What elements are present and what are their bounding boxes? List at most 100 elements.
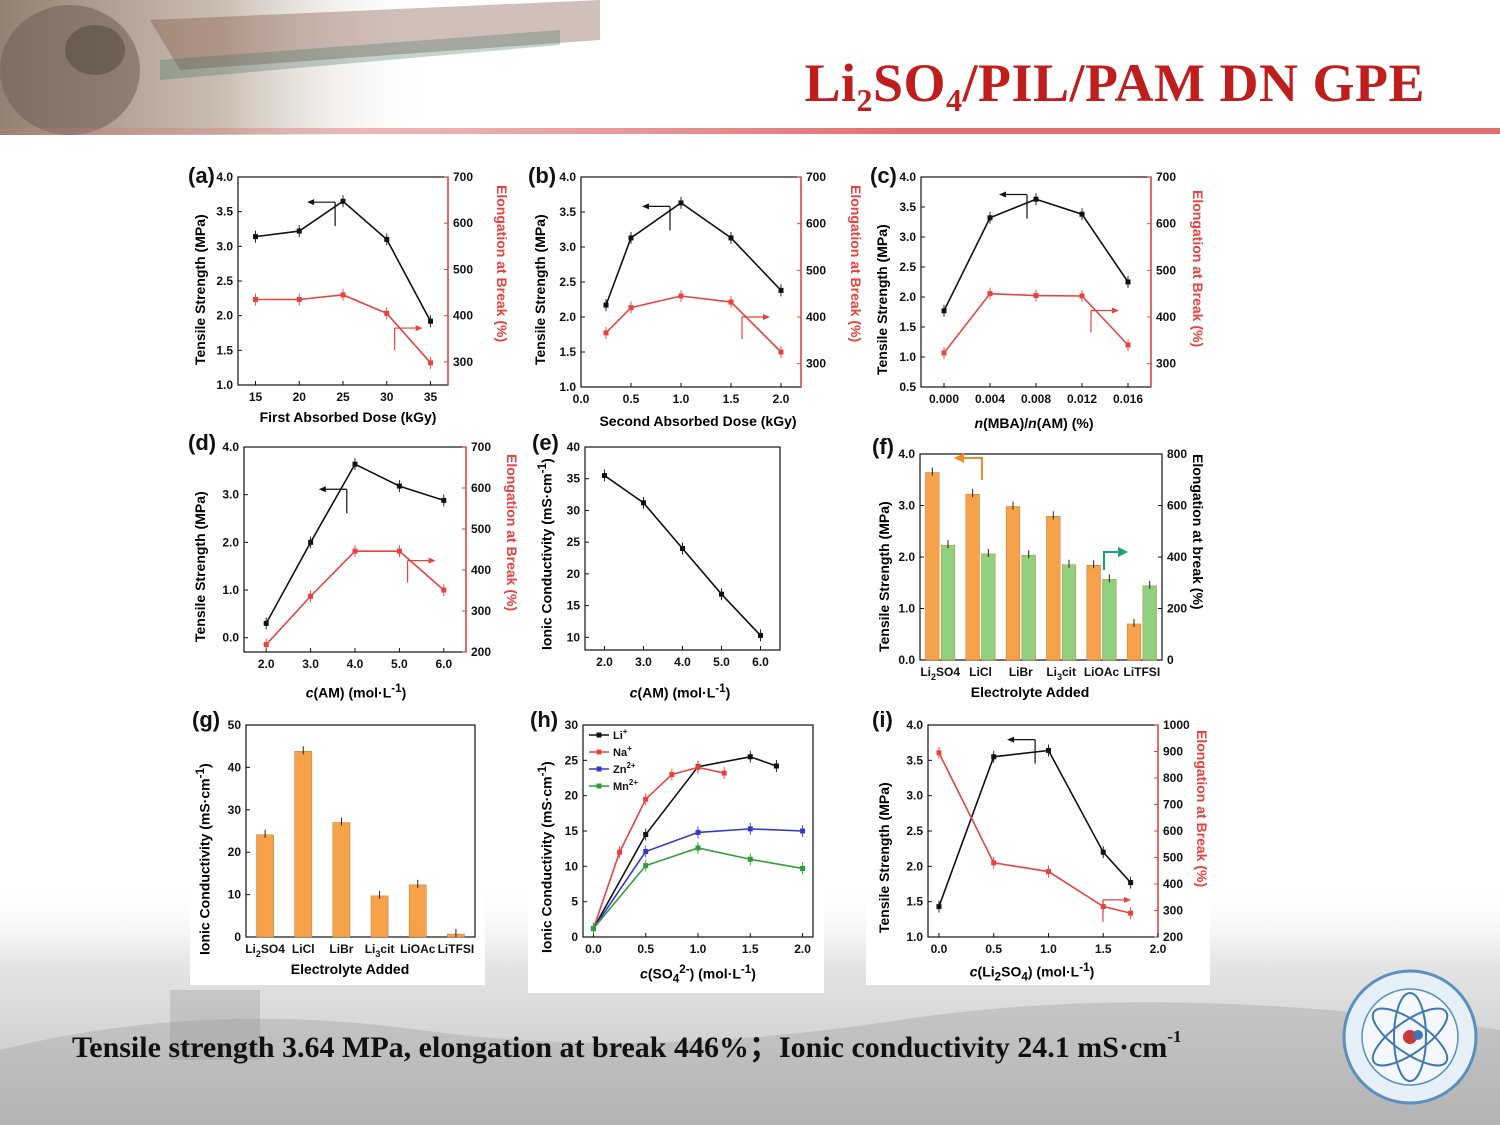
y-tick-label-b-5: 3.5 bbox=[559, 205, 576, 219]
y-tick-label-c-4: 2.5 bbox=[899, 260, 916, 274]
legend-label-h-0: Li+ bbox=[613, 727, 628, 742]
x-tick-label-f-0: Li2SO4 bbox=[920, 665, 960, 682]
x-axis-label-h: c(SO42-) (mol·L-1) bbox=[640, 963, 756, 986]
y-axis-label-g: Ionic Conductivity (mS·cm-1) bbox=[194, 763, 213, 955]
right-axis-arrow-d bbox=[407, 560, 432, 583]
x-tick-label-c-3: 0.012 bbox=[1067, 392, 1097, 406]
panel-label-c: (c) bbox=[870, 163, 897, 188]
y2-axis-label-d: Elongation at Break (%) bbox=[504, 454, 520, 612]
y2-tick-label-d-1: 300 bbox=[471, 604, 491, 618]
data-point-e-0-4 bbox=[758, 632, 763, 638]
y-tick-label-a-6: 4.0 bbox=[216, 170, 233, 184]
y-axis-label-b: Tensile Strength (MPa) bbox=[532, 214, 548, 365]
y-tick-label-c-1: 1.0 bbox=[899, 350, 916, 364]
series-line-c-1 bbox=[943, 292, 1129, 354]
x-tick-label-f-4: LiOAc bbox=[1084, 665, 1120, 679]
right-arrowhead-d bbox=[428, 557, 436, 564]
panel-label-h: (h) bbox=[530, 707, 559, 732]
x-tick-label-b-2: 1.0 bbox=[673, 392, 690, 406]
y2-tick-label-f-1: 200 bbox=[1167, 602, 1187, 616]
bar-f-1-5 bbox=[1142, 585, 1157, 661]
header-banner bbox=[0, 0, 1500, 140]
x-tick-label-f-1: LiCl bbox=[969, 665, 992, 679]
x-tick-label-b-3: 1.5 bbox=[723, 392, 740, 406]
data-point-h-2-2 bbox=[695, 829, 701, 835]
y-tick-label-e-5: 35 bbox=[567, 472, 581, 486]
data-point-i-1-1 bbox=[991, 860, 997, 866]
y-axis-label-h: Ionic Conductivity (mS·cm-1) bbox=[536, 761, 555, 953]
panel-a: 1.0 1.5 2.0 2.5 3.0 3.5 4.0 300 400 500 600 700 15 20… bbox=[186, 163, 510, 428]
data-point-c-1-1 bbox=[987, 291, 993, 297]
x-tick-label-h-3: 1.5 bbox=[742, 942, 759, 956]
left-axis-arrow-a bbox=[311, 201, 336, 227]
x-tick-label-a-3: 30 bbox=[380, 390, 394, 404]
y-tick-label-i-6: 4.0 bbox=[906, 718, 923, 732]
series-line-h-3 bbox=[592, 847, 803, 930]
data-point-d-0-2 bbox=[352, 461, 358, 467]
data-point-a-0-1 bbox=[296, 228, 302, 234]
y2-tick-label-a-3: 600 bbox=[453, 216, 473, 230]
y2-tick-label-c-2: 500 bbox=[1156, 263, 1176, 277]
bar-f-0-0 bbox=[925, 472, 940, 661]
right-axis-arrow-a bbox=[394, 327, 419, 351]
y2-tick-label-d-2: 400 bbox=[471, 563, 491, 577]
bar-g-0-4 bbox=[408, 884, 427, 938]
x-tick-label-g-0: Li2SO4 bbox=[245, 942, 285, 959]
legend-label-h-1: Na+ bbox=[613, 744, 632, 759]
data-point-c-0-0 bbox=[941, 308, 947, 314]
left-arrowhead-i bbox=[1007, 736, 1015, 743]
y2-tick-label-i-1: 300 bbox=[1163, 904, 1183, 918]
data-point-d-1-4 bbox=[441, 587, 447, 593]
y-tick-label-f-4: 4.0 bbox=[898, 447, 915, 461]
y-tick-label-a-5: 3.5 bbox=[216, 205, 233, 219]
data-point-e-0-3 bbox=[719, 591, 724, 597]
y2-tick-label-b-0: 300 bbox=[806, 357, 826, 371]
y-tick-label-g-3: 30 bbox=[228, 803, 242, 817]
right-arrowhead-b bbox=[763, 314, 770, 321]
y2-axis-label-a: Elongation at Break (%) bbox=[494, 185, 510, 343]
panel-label-e: (e) bbox=[532, 430, 559, 455]
plot-frame-a bbox=[237, 176, 449, 386]
data-point-i-0-4 bbox=[1128, 880, 1134, 886]
y2-tick-label-f-2: 400 bbox=[1167, 550, 1187, 564]
data-point-e-0-0 bbox=[602, 473, 607, 479]
data-point-b-0-4 bbox=[778, 287, 784, 293]
data-point-d-1-0 bbox=[263, 642, 269, 648]
x-tick-label-b-1: 0.5 bbox=[623, 392, 640, 406]
y-tick-label-i-2: 2.0 bbox=[906, 859, 923, 873]
left-axis-arrow-d bbox=[322, 488, 348, 514]
data-point-e-0-2 bbox=[680, 546, 685, 551]
data-point-h-3-1 bbox=[643, 863, 649, 869]
panel-label-a: (a) bbox=[188, 163, 215, 188]
left-arrowhead-a bbox=[307, 199, 315, 206]
y-tick-label-f-0: 0.0 bbox=[898, 653, 915, 667]
data-point-h-3-2 bbox=[695, 845, 701, 851]
panel-c: 0.5 1.0 1.5 2.0 2.5 3.0 3.5 4.0 300 400 500 600 700 0… bbox=[866, 163, 1206, 431]
x-tick-label-d-1: 3.0 bbox=[302, 657, 319, 671]
x-tick-label-i-4: 2.0 bbox=[1150, 942, 1167, 956]
data-point-d-1-3 bbox=[396, 548, 402, 554]
y-tick-label-h-5: 25 bbox=[565, 753, 579, 767]
y-axis-label-i: Tensile Strength (MPa) bbox=[876, 782, 892, 933]
left-axis-arrow-c bbox=[1003, 193, 1028, 219]
data-point-h-1-1 bbox=[617, 849, 623, 855]
data-point-a-0-3 bbox=[384, 236, 390, 242]
x-tick-label-h-0: 0.0 bbox=[585, 942, 602, 956]
y-tick-label-f-2: 2.0 bbox=[898, 550, 915, 564]
y2-tick-label-c-0: 300 bbox=[1156, 357, 1176, 371]
series-line-a-1 bbox=[255, 294, 432, 364]
x-tick-label-b-4: 2.0 bbox=[773, 392, 790, 406]
y-tick-label-d-0: 0.0 bbox=[222, 631, 239, 645]
bar-g-0-0 bbox=[256, 834, 274, 938]
y-tick-label-a-3: 2.5 bbox=[216, 274, 233, 288]
x-tick-label-c-2: 0.008 bbox=[1021, 392, 1051, 406]
x-tick-label-g-5: LiTFSI bbox=[438, 942, 475, 956]
right-axis-arrow-b bbox=[741, 316, 766, 340]
x-tick-label-e-1: 3.0 bbox=[635, 655, 652, 669]
y-tick-label-a-2: 2.0 bbox=[216, 309, 233, 323]
x-tick-label-g-4: LiOAc bbox=[400, 942, 436, 956]
x-axis-label-i: c(Li2SO4) (mol·L-1) bbox=[969, 961, 1095, 984]
data-point-b-1-0 bbox=[603, 330, 609, 336]
x-tick-label-h-4: 2.0 bbox=[794, 942, 811, 956]
data-point-h-3-0 bbox=[590, 926, 596, 932]
